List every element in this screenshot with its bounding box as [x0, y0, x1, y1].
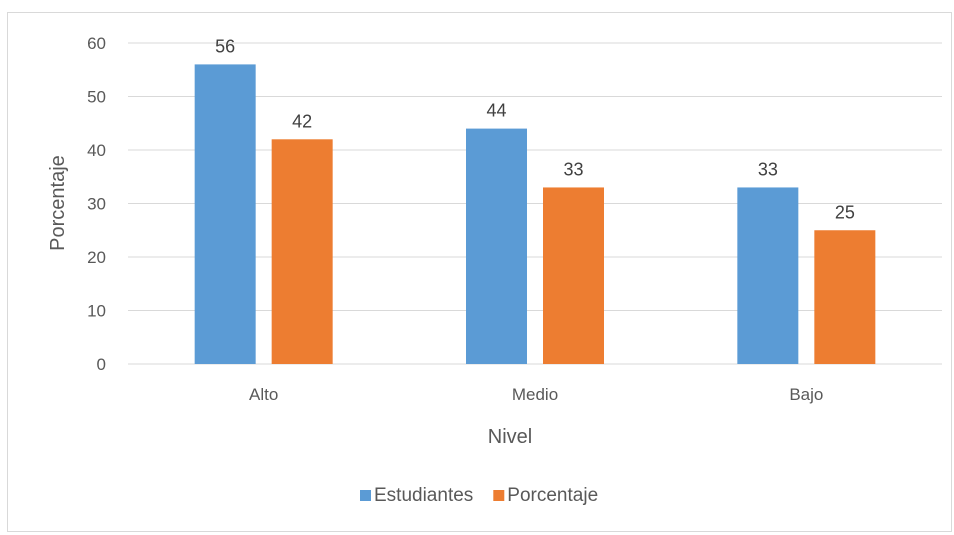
bar-estudiantes-medio — [466, 128, 527, 364]
y-axis-ticks: 0 10 20 30 40 50 60 — [87, 34, 106, 374]
y-tick-label-40: 40 — [87, 141, 106, 160]
x-tick-label-medio: Medio — [512, 385, 558, 404]
bar-porcentaje-bajo — [814, 230, 876, 364]
bar-porcentaje-alto — [271, 139, 333, 364]
legend-label-porcentaje: Porcentaje — [507, 485, 598, 506]
gridlines — [128, 42, 942, 365]
data-label-estudiantes-medio: 44 — [486, 101, 506, 121]
data-label-estudiantes-bajo: 33 — [758, 159, 778, 179]
legend-swatch-estudiantes — [360, 490, 371, 501]
y-tick-label-0: 0 — [97, 355, 106, 374]
x-axis-title: Nivel — [488, 426, 532, 448]
data-label-estudiantes-alto: 56 — [215, 36, 235, 56]
y-tick-label-10: 10 — [87, 302, 106, 321]
y-tick-label-30: 30 — [87, 195, 106, 214]
bar-estudiantes-alto — [194, 64, 256, 365]
bars — [194, 64, 876, 365]
y-axis-title: Porcentaje — [47, 155, 69, 251]
y-tick-label-60: 60 — [87, 34, 106, 53]
x-axis-ticks: Alto Medio Bajo — [249, 385, 823, 404]
data-label-porcentaje-bajo: 25 — [835, 202, 855, 222]
y-tick-label-20: 20 — [87, 248, 106, 267]
legend-label-estudiantes: Estudiantes — [374, 485, 473, 506]
bar-estudiantes-bajo — [737, 187, 799, 364]
x-tick-label-alto: Alto — [249, 385, 278, 404]
y-tick-label-50: 50 — [87, 88, 106, 107]
legend: Estudiantes Porcentaje — [360, 485, 598, 506]
data-label-porcentaje-medio: 33 — [563, 159, 583, 179]
data-label-porcentaje-alto: 42 — [292, 111, 312, 131]
data-labels: 56 42 44 33 33 25 — [215, 36, 855, 222]
bar-porcentaje-medio — [543, 187, 604, 364]
x-tick-label-bajo: Bajo — [789, 385, 823, 404]
legend-swatch-porcentaje — [493, 490, 505, 501]
